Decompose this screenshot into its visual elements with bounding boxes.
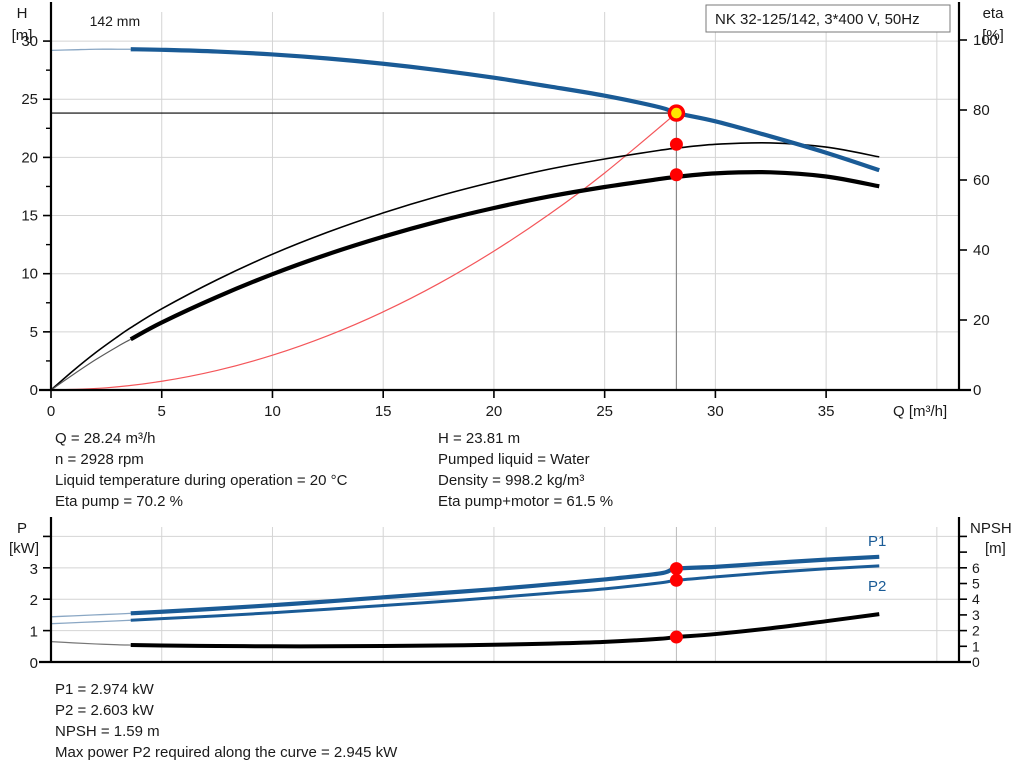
duty-point-p2[interactable]: [669, 573, 683, 587]
axis-unit-eta: [%]: [982, 27, 1004, 44]
tick-label-p-0: 0: [30, 655, 38, 672]
tick-label-eta-40: 40: [973, 242, 990, 259]
tick-label-npsh-1: 1: [972, 638, 980, 654]
info-line-eta-pump-motor: Eta pump+motor = 61.5 %: [438, 493, 614, 510]
duty-point-head[interactable]: [667, 104, 686, 122]
head-curve-low: [50, 48, 131, 52]
chart-title-box: NK 32-125/142, 3*400 V, 50Hz: [705, 4, 951, 33]
tick-label-npsh-6: 6: [972, 560, 980, 576]
tick-label-q-5: 5: [158, 403, 166, 420]
lower-duty-markers: [669, 562, 683, 644]
info-line-p1: P1 = 2.974 kW: [55, 681, 154, 698]
tick-label-p-1: 1: [30, 624, 38, 641]
tick-label-p-3: 3: [30, 561, 38, 578]
axis-title-npsh: NPSH: [970, 520, 1012, 537]
axis-title-eta: eta: [983, 5, 1005, 22]
tick-label-eta-20: 20: [973, 312, 990, 329]
main-axes: 0 5 10 15 20 25 30 0 20 40 60 80 100 0 5 10 15 20 25 30 35 H […: [12, 2, 1005, 420]
tick-label-eta-100: 100: [973, 32, 998, 49]
duty-point-eta-pump-motor[interactable]: [669, 168, 683, 182]
axis-title-p: P: [17, 520, 27, 537]
eta-pump-curve: [50, 141, 880, 391]
tick-label-h-5: 5: [30, 324, 38, 341]
system-curve: [50, 112, 677, 391]
tick-label-q-10: 10: [264, 403, 281, 420]
tick-label-eta-80: 80: [973, 102, 990, 119]
axis-unit-npsh: [m]: [985, 540, 1006, 557]
eta-pump-motor-curve: [129, 170, 880, 342]
axis-unit-h: [m]: [12, 27, 33, 44]
tick-label-eta-60: 60: [973, 172, 990, 189]
series-label-p1: P1: [868, 533, 886, 550]
head-curve: [130, 47, 880, 173]
p1-curve: [130, 554, 880, 616]
tick-label-h-20: 20: [21, 149, 38, 166]
tick-label-q-30: 30: [707, 403, 724, 420]
npsh-curve: [130, 612, 880, 649]
tick-label-h-0: 0: [30, 382, 38, 399]
tick-label-h-30: 30: [21, 33, 38, 50]
duty-point-npsh[interactable]: [669, 630, 683, 644]
main-gridlines: [51, 12, 959, 390]
main-duty-guides: [51, 112, 678, 390]
axis-title-q: Q [m³/h]: [893, 403, 947, 420]
power-info-block: P1 = 2.974 kW P2 = 2.603 kW NPSH = 1.59 …: [55, 679, 397, 763]
impeller-diameter-label: 142 mm: [90, 13, 141, 29]
p1-curve-low: [50, 612, 131, 618]
tick-label-h-25: 25: [21, 91, 38, 108]
duty-point-p1[interactable]: [669, 562, 683, 576]
main-curves: [50, 47, 880, 391]
tick-label-q-15: 15: [375, 403, 392, 420]
tick-label-q-20: 20: [486, 403, 503, 420]
main-duty-markers: [667, 104, 686, 182]
duty-point-eta-pump[interactable]: [669, 137, 683, 151]
info-line-temp: Liquid temperature during operation = 20…: [55, 472, 348, 489]
series-label-p2: P2: [868, 578, 886, 595]
tick-label-h-15: 15: [21, 208, 38, 225]
info-line-n: n = 2928 rpm: [55, 451, 144, 468]
tick-label-npsh-5: 5: [972, 576, 980, 592]
tick-label-q-0: 0: [47, 403, 55, 420]
info-line-eta-pump: Eta pump = 70.2 %: [55, 493, 183, 510]
tick-label-p-2: 2: [30, 592, 38, 609]
axis-unit-p: [kW]: [9, 540, 39, 557]
head-efficiency-chart: 0 5 10 15 20 25 30 0 20 40 60 80 100 0 5 10 15 20 25 30 35 H […: [12, 2, 1005, 420]
duty-info-left: Q = 28.24 m³/h n = 2928 rpm Liquid tempe…: [55, 428, 347, 512]
axis-title-h: H: [17, 5, 28, 22]
p2-curve: [130, 564, 880, 622]
tick-label-h-10: 10: [21, 266, 38, 283]
tick-label-npsh-4: 4: [972, 591, 980, 607]
tick-label-npsh-2: 2: [972, 623, 980, 639]
lower-gridlines: [51, 527, 959, 662]
info-line-p2: P2 = 2.603 kW: [55, 702, 154, 719]
tick-label-npsh-0: 0: [972, 654, 980, 670]
npsh-curve-low: [50, 640, 131, 646]
info-line-liquid: Pumped liquid = Water: [438, 451, 590, 468]
info-line-density: Density = 998.2 kg/m³: [438, 472, 585, 489]
info-line-h: H = 23.81 m: [438, 430, 521, 447]
title-box-rect: [705, 4, 951, 33]
info-line-q: Q = 28.24 m³/h: [55, 430, 156, 447]
lower-curves: [50, 554, 880, 649]
tick-label-npsh-3: 3: [972, 607, 980, 623]
duty-info-right: H = 23.81 m Pumped liquid = Water Densit…: [438, 428, 613, 512]
tick-label-eta-0: 0: [973, 382, 981, 399]
eta-pump-motor-curve-low: [50, 338, 132, 391]
tick-label-q-25: 25: [596, 403, 613, 420]
info-line-maxp2: Max power P2 required along the curve = …: [55, 744, 398, 761]
info-line-npsh: NPSH = 1.59 m: [55, 723, 160, 740]
p2-curve-low: [50, 619, 131, 625]
tick-label-q-35: 35: [818, 403, 835, 420]
chart-title-text: NK 32-125/142, 3*400 V, 50Hz: [715, 11, 920, 28]
